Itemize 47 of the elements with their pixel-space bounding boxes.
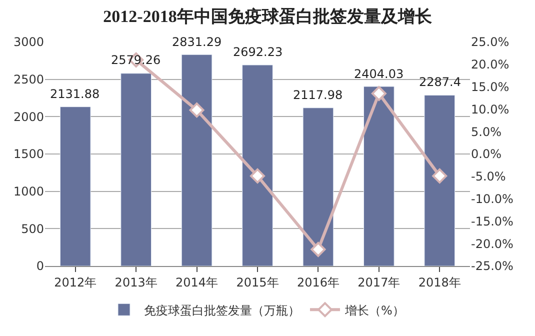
x-tick-label: 2018年 (418, 275, 461, 290)
bar (364, 86, 394, 266)
y2-tick-label: 25.0% (471, 35, 510, 50)
data-label: 2131.88 (50, 87, 100, 101)
data-label: 2117.98 (293, 88, 343, 102)
y-tick-label: 500 (21, 222, 44, 236)
bar (242, 64, 273, 266)
point (189, 102, 204, 118)
y-tick-label: 1500 (13, 147, 44, 162)
y2-tick-label: -5.0% (471, 170, 506, 184)
x-tick-label: 2015年 (236, 275, 279, 290)
y2-tick-label: 10.0% (471, 102, 510, 116)
x-tick-label: 2016年 (296, 275, 340, 290)
data-label: 2404.03 (354, 67, 404, 81)
y2-tick-label: -10.0% (471, 192, 514, 206)
point (250, 168, 265, 184)
data-label: 2579.26 (111, 53, 161, 67)
bar (181, 54, 212, 266)
y2-tick-label: 0.0% (471, 147, 502, 162)
data-label: 2287.4 (419, 75, 461, 89)
y2-tick-label: -15.0% (471, 214, 514, 228)
point (310, 242, 326, 257)
y-tick-label: 2000 (13, 110, 44, 124)
y-tick-label: 1000 (13, 184, 44, 199)
bar (302, 108, 334, 266)
x-tick-label: 2017年 (358, 275, 400, 290)
y-tick-label: 2500 (13, 72, 44, 87)
bar (424, 94, 456, 266)
legend-label: 免疫球蛋白批签发量（万瓶） (144, 303, 300, 318)
x-tick-label: 2013年 (114, 275, 158, 290)
point (371, 86, 386, 102)
y2-tick-label: 20.0% (471, 58, 510, 72)
point (432, 168, 448, 184)
x-tick-label: 2014年 (176, 275, 218, 290)
data-label: 2692.23 (233, 45, 283, 59)
y-tick-label: 0 (36, 259, 44, 274)
data-label: 2831.29 (172, 35, 222, 49)
bar (60, 106, 91, 266)
y-tick-label: 3000 (13, 35, 44, 50)
y2-tick-label: -20.0% (471, 236, 514, 251)
chart-title: 2012-2018年中国免疫球蛋白批签发量及增长 (103, 6, 433, 26)
y2-tick-label: 5.0% (471, 124, 502, 139)
y2-tick-label: 15.0% (471, 80, 510, 94)
x-tick-label: 2012年 (54, 275, 97, 290)
bar (120, 73, 152, 266)
y2-tick-label: -25.0% (471, 259, 514, 274)
legend-label: 增长（%） (344, 303, 404, 318)
